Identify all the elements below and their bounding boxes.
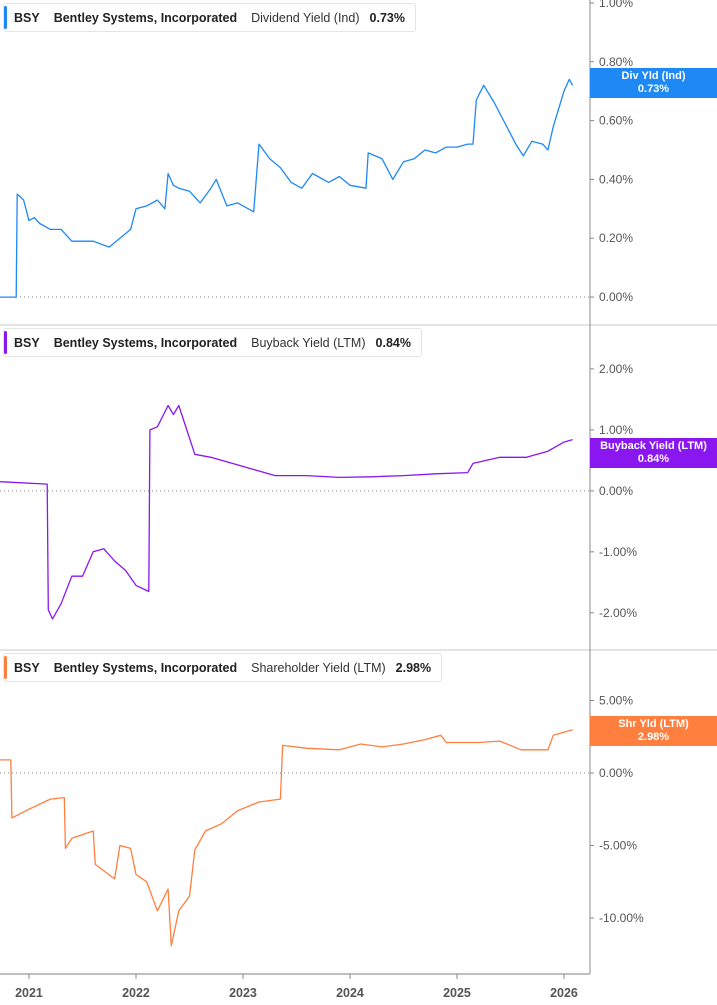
- flag-value: 0.84%: [637, 453, 670, 465]
- legend-value: 2.98%: [395, 660, 432, 675]
- y-tick-label: 0.00%: [599, 290, 633, 304]
- legend-company: Bentley Systems, Incorporated: [53, 10, 238, 25]
- legend-value: 0.84%: [375, 335, 411, 350]
- last-value-flag-buyback: Buyback Yield (LTM) 0.84%: [590, 438, 717, 468]
- flag-label: Buyback Yield (LTM): [600, 440, 707, 452]
- x-tick-label: 2023: [229, 986, 257, 1000]
- y-tick-label: -2.00%: [599, 606, 637, 620]
- x-tick-label: 2021: [15, 986, 43, 1000]
- legend-color-bar: [4, 331, 7, 354]
- x-tick-label: 2026: [550, 986, 578, 1000]
- legend-value: 0.73%: [369, 10, 405, 25]
- legend-color-bar: [4, 656, 7, 679]
- legend-company: Bentley Systems, Incorporated: [53, 660, 238, 675]
- flag-value: 0.73%: [637, 83, 670, 95]
- y-tick-label: 0.20%: [599, 231, 633, 245]
- legend-ticker: BSY: [14, 660, 40, 675]
- y-tick-label: 0.40%: [599, 172, 633, 186]
- x-tick-label: 2025: [443, 986, 471, 1000]
- legend-dividend-yield: BSY Bentley Systems, Incorporated Divide…: [3, 3, 416, 32]
- series-line-1: [0, 404, 573, 620]
- legend-metric: Shareholder Yield (LTM): [251, 660, 386, 675]
- legend-metric: Dividend Yield (Ind): [251, 10, 360, 25]
- legend-metric: Buyback Yield (LTM): [251, 335, 366, 350]
- flag-label: Div Yld (Ind): [621, 70, 686, 82]
- y-tick-label: 0.00%: [599, 766, 633, 780]
- legend-shareholder-yield: BSY Bentley Systems, Incorporated Shareh…: [3, 653, 443, 682]
- y-tick-label: 5.00%: [599, 693, 633, 707]
- legend-company: Bentley Systems, Incorporated: [53, 335, 238, 350]
- y-tick-label: -5.00%: [599, 839, 637, 853]
- series-line-0: [0, 78, 574, 298]
- y-tick-label: 2.00%: [599, 362, 633, 376]
- x-tick-label: 2022: [122, 986, 150, 1000]
- y-tick-label: 1.00%: [599, 0, 633, 10]
- y-tick-label: -1.00%: [599, 545, 637, 559]
- y-tick-label: -10.00%: [599, 911, 644, 925]
- legend-ticker: BSY: [14, 335, 40, 350]
- series-line-2: [0, 729, 573, 947]
- flag-value: 2.98%: [637, 731, 670, 743]
- x-tick-label: 2024: [336, 986, 364, 1000]
- y-tick-label: 1.00%: [599, 423, 633, 437]
- legend-ticker: BSY: [14, 10, 40, 25]
- y-tick-label: 0.80%: [599, 55, 633, 69]
- legend-color-bar: [4, 6, 7, 29]
- flag-label: Shr Yld (LTM): [618, 718, 689, 730]
- y-tick-label: 0.00%: [599, 484, 633, 498]
- last-value-flag-dividend: Div Yld (Ind) 0.73%: [590, 68, 717, 98]
- legend-buyback-yield: BSY Bentley Systems, Incorporated Buybac…: [3, 328, 422, 357]
- y-tick-label: 0.60%: [599, 114, 633, 128]
- last-value-flag-shareholder: Shr Yld (LTM) 2.98%: [590, 716, 717, 746]
